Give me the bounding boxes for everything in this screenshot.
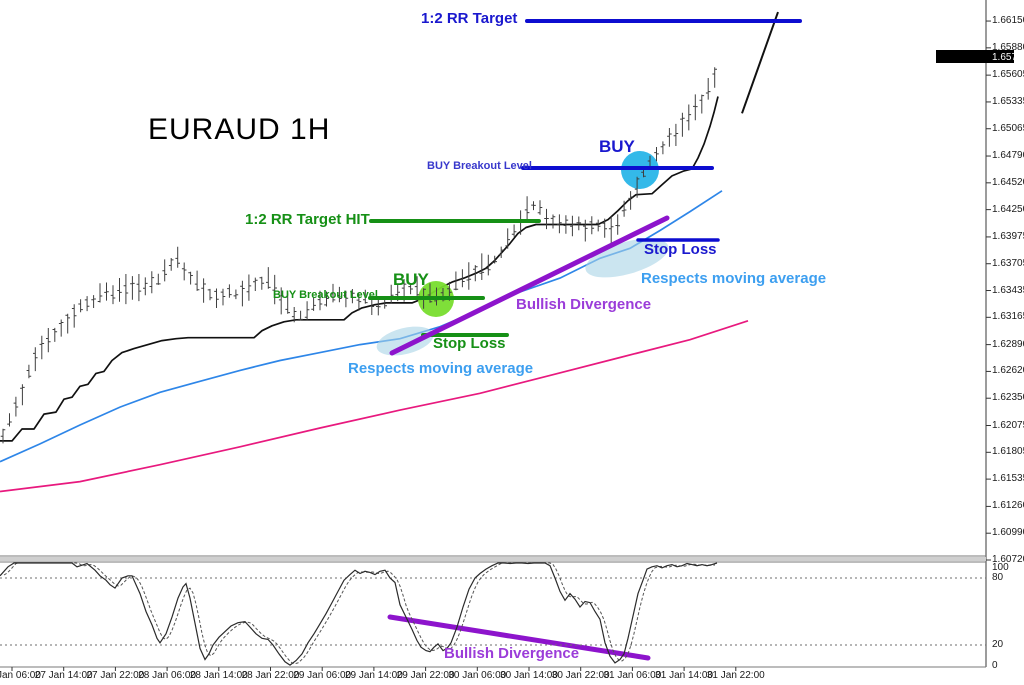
stop-loss-label-1: Stop Loss — [433, 335, 506, 352]
buy-breakout-level-label-1: BUY Breakout Level — [273, 289, 378, 301]
respects-ma-label-2: Respects moving average — [641, 270, 827, 287]
oscillator-panel[interactable] — [0, 562, 986, 666]
price-axis-label: 1.63165 — [992, 311, 1024, 323]
time-axis-label: 28 Jan 14:00 — [189, 670, 248, 681]
time-axis-label: 29 Jan 14:00 — [344, 670, 403, 681]
bullish-divergence-trendline — [389, 215, 670, 356]
symbol-timeframe-watermark: EURAUD 1H — [148, 113, 331, 146]
oscillator-axis-label: 20 — [992, 639, 1004, 650]
price-axis-label: 1.62350 — [992, 392, 1024, 404]
price-axis-label: 1.65335 — [992, 95, 1024, 107]
price-axis-label: 1.64790 — [992, 150, 1024, 162]
price-axis-label: 1.61805 — [992, 446, 1024, 458]
time-axis-label: 30 Jan 06:00 — [448, 670, 507, 681]
slow-ma-line — [0, 319, 749, 493]
oscillator-main-line — [0, 562, 718, 666]
bullish-divergence-label: Bullish Divergence — [516, 296, 652, 313]
time-axis-label: 31 Jan 22:00 — [706, 670, 765, 681]
time-axis-label: 29 Jan 22:00 — [396, 670, 455, 681]
price-axis-label: 1.60720 — [992, 554, 1024, 565]
rr-target-label: 1:2 RR Target — [421, 10, 518, 27]
main-price-panel[interactable] — [0, 11, 779, 493]
time-axis-label: 31 Jan 06:00 — [603, 670, 662, 681]
price-axis-label: 1.63705 — [992, 257, 1024, 269]
buy-label-1: BUY — [393, 270, 429, 289]
current-price-value: 1.65796 — [992, 51, 1024, 63]
time-axis-label: 29 Jan 06:00 — [293, 670, 352, 681]
price-axis-label: 1.65605 — [992, 69, 1024, 81]
price-axis-label: 1.60990 — [992, 527, 1024, 539]
buy-breakout-level-label-2: BUY Breakout Level — [427, 160, 532, 172]
ohlc-price-bars — [0, 67, 717, 444]
respects-ma-label-1: Respects moving average — [348, 360, 534, 377]
time-axis-label: 30 Jan 14:00 — [500, 670, 558, 681]
price-axis-label: 1.61535 — [992, 473, 1024, 485]
stop-loss-label-2: Stop Loss — [644, 241, 717, 258]
current-price-tag: 1.65796 — [936, 49, 1024, 63]
price-axis-label: 1.62075 — [992, 419, 1024, 431]
time-axis-label: 27 Jan 22:00 — [86, 670, 145, 681]
price-axis-label: 1.61260 — [992, 500, 1024, 512]
ma-touch-ellipse-2 — [585, 238, 669, 278]
time-axis-label: 31 Jan 14:00 — [655, 670, 713, 681]
price-axis-label: 1.62620 — [992, 365, 1024, 377]
oscillator-axis-label: 100 — [992, 562, 1009, 573]
osc-divergence-trendline — [387, 614, 651, 661]
price-axis-label: 1.66150 — [992, 15, 1024, 27]
osc-bullish-divergence-label: Bullish Divergence — [444, 645, 580, 662]
oscillator-axis-label: 0 — [992, 660, 998, 671]
price-axis-label: 1.63435 — [992, 284, 1024, 296]
price-axis-label: 1.63975 — [992, 230, 1024, 242]
time-axis-label: 28 Jan 06:00 — [138, 670, 196, 681]
trailing-step-line — [0, 96, 719, 442]
oscillator-signal-line — [3, 562, 716, 665]
fast-ma-line — [0, 190, 723, 463]
price-axis-label: 1.64250 — [992, 203, 1024, 215]
panel-splitter[interactable] — [0, 557, 986, 561]
price-axis-label: 1.64520 — [992, 176, 1024, 188]
price-axis-label: 1.65065 — [992, 122, 1024, 134]
price-axis-label: 1.62890 — [992, 338, 1024, 350]
time-axis-label: 30 Jan 22:00 — [551, 670, 610, 681]
rr-target-hit-label: 1:2 RR Target HIT — [245, 211, 370, 228]
time-axis-label: 27 Jan 14:00 — [34, 670, 93, 681]
time-axis-label: 28 Jan 22:00 — [241, 670, 300, 681]
buy-label-2: BUY — [599, 137, 635, 156]
price-axis-label: 1.65880 — [992, 41, 1024, 53]
price-projection-line — [741, 11, 779, 114]
oscillator-axis-label: 80 — [992, 572, 1004, 583]
ma-touch-ellipse-1 — [376, 326, 434, 356]
time-axis-label: 27 Jan 06:00 — [0, 670, 41, 681]
